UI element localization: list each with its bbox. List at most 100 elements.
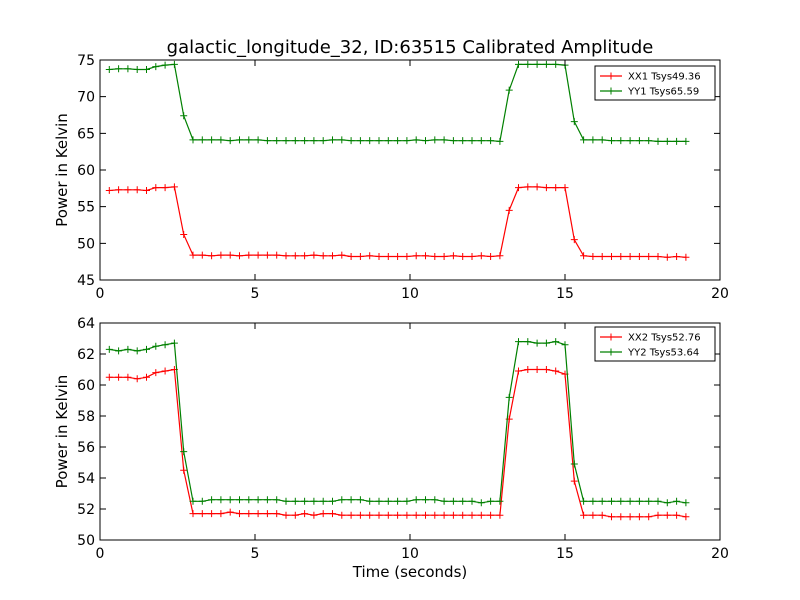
data-point-marker (561, 184, 569, 192)
data-point-marker (152, 184, 160, 192)
data-point-marker (487, 253, 495, 261)
legend-box (594, 65, 716, 101)
x-tick-label: 10 (401, 546, 419, 562)
legend-label: XX2 Tsys52.76 (628, 333, 701, 344)
data-point-marker (273, 510, 281, 518)
data-point-marker (254, 251, 262, 259)
data-point-marker (189, 136, 197, 144)
legend-label: XX1 Tsys49.36 (628, 72, 701, 83)
y-tick-label: 60 (77, 163, 95, 179)
data-point-marker (468, 253, 476, 261)
data-point-marker (329, 497, 336, 505)
data-point-marker (663, 137, 671, 145)
data-point-marker (329, 136, 336, 144)
data-point-marker (115, 373, 123, 381)
data-point-marker (375, 137, 383, 145)
data-point-marker (542, 60, 550, 68)
data-point-marker (254, 136, 262, 144)
data-point-marker (124, 345, 132, 353)
bottom-plot-panel: 0 5 10 15 20 50 52 54 56 58 60 62 64 Power in Kelvin T… (53, 316, 729, 581)
data-point-marker (431, 511, 439, 519)
data-point-marker (673, 253, 681, 261)
y-tick-label: 60 (77, 378, 95, 394)
data-point-marker (124, 186, 132, 194)
data-point-marker (663, 253, 671, 261)
legend-marker (607, 348, 615, 356)
data-point-marker (403, 253, 411, 261)
data-point-marker (273, 251, 281, 259)
data-point-marker (589, 136, 597, 144)
data-point-marker (338, 511, 346, 519)
data-point-marker (533, 183, 541, 191)
data-point-marker (152, 342, 160, 350)
data-point-marker (663, 511, 671, 519)
data-point-marker (254, 510, 262, 518)
data-point-marker (143, 187, 150, 195)
data-point-marker (533, 339, 541, 347)
data-point-marker (412, 511, 420, 519)
data-point-marker (180, 231, 188, 239)
data-point-marker (580, 497, 588, 505)
data-point-marker (133, 186, 141, 194)
data-point-marker (384, 497, 392, 505)
data-point-marker (236, 136, 243, 144)
data-point-marker (310, 511, 318, 519)
data-point-marker (468, 511, 476, 519)
data-point-marker (515, 338, 522, 346)
data-point-marker (505, 393, 513, 401)
data-point-marker (542, 184, 550, 192)
data-point-marker (133, 66, 141, 74)
data-point-marker (635, 253, 643, 261)
data-point-marker (384, 511, 392, 519)
data-point-marker (310, 137, 318, 145)
data-point-marker (170, 60, 178, 68)
data-point-marker (133, 375, 141, 383)
data-point-marker (124, 373, 132, 381)
data-point-marker (291, 137, 299, 145)
y-axis-label: Power in Kelvin (53, 113, 71, 227)
data-point-marker (403, 511, 411, 519)
data-point-marker (319, 510, 327, 518)
data-point-marker (384, 253, 392, 261)
data-point-marker (273, 137, 281, 145)
data-point-marker (645, 513, 653, 521)
data-point-marker (291, 497, 299, 505)
data-point-marker (152, 369, 160, 377)
data-point-marker (533, 366, 541, 373)
data-point-marker (263, 496, 271, 504)
data-point-marker (422, 496, 429, 504)
data-point-marker (329, 510, 336, 518)
data-point-marker (208, 136, 216, 144)
data-point-marker (552, 367, 560, 375)
data-point-marker (217, 510, 225, 518)
data-point-marker (422, 137, 429, 145)
data-point-marker (338, 496, 346, 504)
data-point-marker (440, 136, 448, 144)
data-point-marker (654, 511, 662, 519)
series-xx1 (105, 183, 690, 261)
data-point-marker (301, 497, 309, 505)
data-point-marker (598, 136, 606, 144)
data-point-marker (515, 184, 522, 192)
data-point-marker (635, 513, 643, 521)
data-point-marker (635, 137, 643, 145)
data-point-marker (608, 137, 615, 145)
data-point-marker (198, 251, 206, 259)
data-point-marker (496, 252, 504, 260)
data-point-marker (366, 137, 374, 145)
data-point-marker (301, 510, 309, 518)
x-tick-label: 20 (711, 286, 729, 302)
data-point-marker (487, 511, 495, 519)
y-tick-label: 75 (77, 53, 95, 69)
data-point-marker (673, 497, 681, 505)
data-point-marker (505, 206, 513, 214)
data-point-marker (319, 252, 327, 260)
data-point-marker (542, 339, 550, 347)
data-point-marker (533, 60, 541, 68)
data-point-marker (198, 510, 206, 518)
data-point-marker (217, 251, 225, 259)
data-point-marker (403, 137, 411, 145)
data-point-marker (468, 497, 476, 505)
data-point-marker (384, 137, 392, 145)
